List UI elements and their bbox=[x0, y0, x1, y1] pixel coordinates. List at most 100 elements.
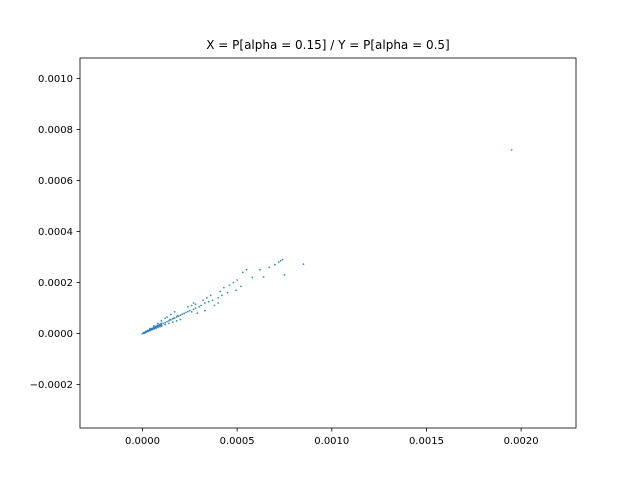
data-point bbox=[302, 263, 305, 266]
data-point bbox=[196, 312, 199, 315]
data-point bbox=[198, 305, 201, 308]
data-point bbox=[143, 332, 146, 334]
data-point bbox=[185, 311, 187, 314]
data-point bbox=[268, 266, 271, 269]
data-point bbox=[175, 319, 178, 322]
data-point bbox=[209, 294, 212, 297]
data-point bbox=[176, 314, 179, 317]
data-point bbox=[162, 322, 165, 325]
data-point bbox=[147, 330, 150, 333]
data-point bbox=[156, 324, 159, 327]
data-point bbox=[207, 300, 210, 303]
data-point bbox=[190, 311, 193, 313]
data-point bbox=[226, 291, 229, 294]
x-axis: 0.0000 0.0005 0.0010 0.0015 0.0020 bbox=[125, 428, 539, 447]
data-point bbox=[192, 308, 195, 311]
data-point bbox=[158, 325, 161, 328]
data-point bbox=[204, 302, 206, 304]
data-point bbox=[235, 289, 238, 292]
data-point bbox=[194, 307, 197, 309]
data-point bbox=[169, 313, 172, 316]
data-point bbox=[152, 325, 155, 327]
data-point bbox=[217, 302, 220, 304]
y-tick-label: 0.0006 bbox=[38, 176, 73, 187]
data-point bbox=[164, 323, 167, 326]
data-point bbox=[211, 299, 214, 302]
data-point bbox=[222, 286, 225, 289]
y-tick-label: 0.0010 bbox=[38, 74, 73, 85]
data-point bbox=[262, 276, 265, 278]
x-tick-label: 0.0010 bbox=[314, 436, 349, 447]
data-point bbox=[157, 326, 159, 329]
data-point bbox=[169, 318, 171, 321]
data-point bbox=[166, 320, 168, 323]
data-point bbox=[236, 279, 239, 281]
data-point bbox=[202, 299, 204, 302]
data-point bbox=[274, 263, 276, 266]
data-point bbox=[217, 296, 220, 299]
data-point bbox=[240, 285, 242, 288]
data-point bbox=[179, 314, 182, 317]
data-point bbox=[190, 304, 193, 307]
y-tick-label: 0.0008 bbox=[38, 125, 73, 136]
data-point bbox=[228, 284, 231, 286]
data-point bbox=[145, 331, 148, 333]
data-point bbox=[160, 322, 162, 325]
data-point bbox=[279, 259, 282, 262]
data-point bbox=[187, 310, 189, 313]
data-point bbox=[221, 294, 223, 297]
data-point bbox=[232, 281, 235, 284]
data-point bbox=[258, 268, 261, 271]
data-point bbox=[181, 313, 184, 316]
data-point bbox=[241, 271, 244, 274]
data-point bbox=[172, 317, 175, 320]
points-layer bbox=[141, 148, 513, 335]
data-point bbox=[154, 325, 157, 328]
x-tick-label: 0.0005 bbox=[220, 436, 255, 447]
data-point bbox=[194, 303, 197, 306]
data-point bbox=[219, 290, 221, 293]
data-point bbox=[160, 319, 163, 322]
data-point bbox=[183, 312, 186, 315]
x-tick-label: 0.0015 bbox=[409, 436, 444, 447]
data-point bbox=[173, 311, 176, 313]
data-point bbox=[149, 329, 152, 332]
x-tick-label: 0.0000 bbox=[125, 436, 160, 447]
data-point bbox=[283, 274, 286, 276]
data-point bbox=[152, 326, 155, 329]
data-point bbox=[155, 327, 158, 330]
data-point bbox=[179, 318, 182, 321]
x-tick-label: 0.0020 bbox=[504, 436, 539, 447]
y-tick-label: −0.0002 bbox=[30, 380, 73, 391]
plot-area-frame bbox=[79, 57, 577, 429]
chart-title: X = P[alpha = 0.15] / Y = P[alpha = 0.5] bbox=[206, 38, 450, 52]
data-point bbox=[251, 276, 254, 279]
data-point bbox=[281, 258, 284, 261]
data-point bbox=[151, 328, 154, 331]
data-point bbox=[213, 304, 216, 307]
data-point bbox=[149, 327, 151, 330]
y-axis: −0.0002 0.0000 0.0002 0.0004 0.0006 0.0008 0.0… bbox=[30, 74, 80, 391]
y-tick-label: 0.0004 bbox=[38, 227, 73, 238]
data-point bbox=[200, 304, 203, 307]
data-point bbox=[153, 328, 156, 330]
data-point bbox=[156, 322, 159, 325]
y-tick-label: 0.0000 bbox=[38, 329, 73, 340]
data-point bbox=[168, 319, 170, 322]
data-point bbox=[277, 261, 280, 264]
data-point bbox=[205, 296, 208, 299]
y-tick-label: 0.0002 bbox=[38, 278, 73, 289]
data-point bbox=[160, 325, 163, 327]
data-point bbox=[175, 316, 178, 318]
data-point bbox=[164, 321, 167, 324]
data-point bbox=[187, 305, 189, 308]
data-point bbox=[168, 322, 170, 325]
data-point bbox=[245, 268, 248, 271]
data-point bbox=[171, 321, 174, 323]
data-point bbox=[204, 309, 206, 312]
data-point bbox=[158, 323, 161, 326]
data-point bbox=[166, 316, 168, 318]
data-point bbox=[510, 148, 513, 151]
